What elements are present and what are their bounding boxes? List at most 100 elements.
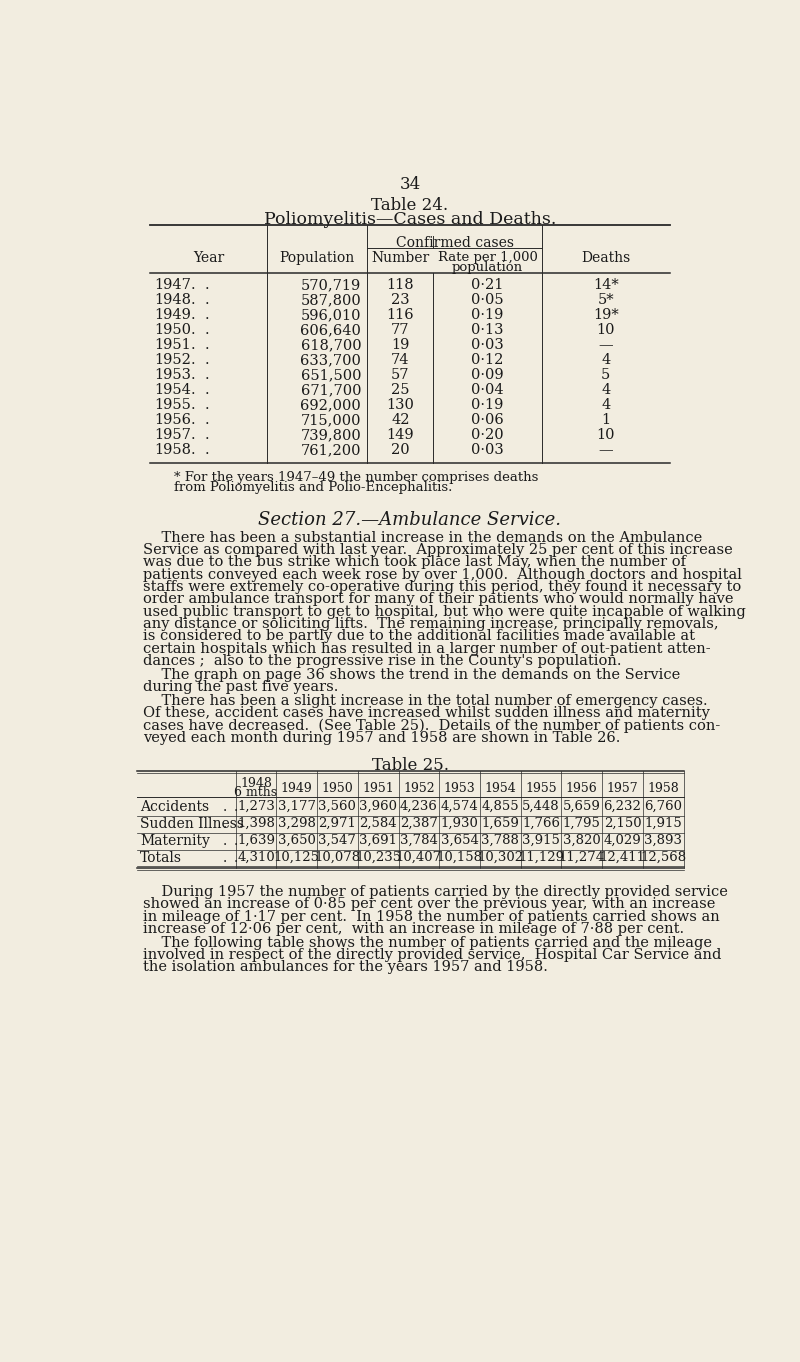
Text: during the past five years.: during the past five years. — [142, 680, 338, 695]
Text: 4: 4 — [601, 353, 610, 368]
Text: 1949: 1949 — [154, 308, 191, 323]
Text: 3,650: 3,650 — [278, 834, 316, 847]
Text: 0·19: 0·19 — [471, 398, 504, 413]
Text: 12,568: 12,568 — [640, 851, 686, 864]
Text: .: . — [222, 851, 226, 865]
Text: 1958: 1958 — [154, 444, 191, 458]
Text: .: . — [190, 398, 195, 413]
Text: 3,654: 3,654 — [441, 834, 478, 847]
Text: 1950: 1950 — [154, 323, 191, 338]
Text: 739,800: 739,800 — [301, 428, 361, 443]
Text: 5*: 5* — [598, 293, 614, 308]
Text: .: . — [190, 368, 195, 383]
Text: 0·03: 0·03 — [471, 338, 504, 353]
Text: 618,700: 618,700 — [301, 338, 361, 353]
Text: 1,639: 1,639 — [237, 834, 275, 847]
Text: increase of 12·06 per cent,  with an increase in mileage of 7·88 per cent.: increase of 12·06 per cent, with an incr… — [142, 922, 684, 936]
Text: was due to the bus strike which took place last May, when the number of: was due to the bus strike which took pla… — [142, 556, 686, 569]
Text: certain hospitals which has resulted in a larger number of out-patient atten-: certain hospitals which has resulted in … — [142, 642, 710, 655]
Text: .: . — [205, 368, 210, 383]
Text: 3,893: 3,893 — [644, 834, 682, 847]
Text: 1954: 1954 — [154, 383, 191, 398]
Text: Section 27.—Ambulance Service.: Section 27.—Ambulance Service. — [258, 511, 562, 528]
Text: —: — — [598, 444, 613, 458]
Text: Rate per 1,000: Rate per 1,000 — [438, 251, 538, 264]
Text: any distance or soliciting lifts.  The remaining increase, principally removals,: any distance or soliciting lifts. The re… — [142, 617, 718, 631]
Text: 1947: 1947 — [154, 278, 191, 293]
Text: 1955: 1955 — [526, 782, 557, 795]
Text: 2,971: 2,971 — [318, 817, 356, 831]
Text: used public transport to get to hospital, but who were quite incapable of walkin: used public transport to get to hospital… — [142, 605, 746, 618]
Text: .: . — [190, 413, 195, 428]
Text: in mileage of 1·17 per cent.  In 1958 the number of patients carried shows an: in mileage of 1·17 per cent. In 1958 the… — [142, 910, 719, 923]
Text: 0·03: 0·03 — [471, 444, 504, 458]
Text: 1958: 1958 — [647, 782, 679, 795]
Text: 2,584: 2,584 — [359, 817, 397, 831]
Text: 14*: 14* — [593, 278, 618, 293]
Text: 1953: 1953 — [444, 782, 475, 795]
Text: 671,700: 671,700 — [301, 383, 361, 398]
Text: 5,448: 5,448 — [522, 801, 560, 813]
Text: 0·19: 0·19 — [471, 308, 504, 323]
Text: 0·09: 0·09 — [471, 368, 504, 383]
Text: 1953: 1953 — [154, 368, 191, 383]
Text: 1957: 1957 — [606, 782, 638, 795]
Text: .: . — [222, 834, 226, 849]
Text: 34: 34 — [399, 176, 421, 193]
Text: 6,232: 6,232 — [603, 801, 642, 813]
Text: 3,691: 3,691 — [359, 834, 397, 847]
Text: Service as compared with last year.  Approximately 25 per cent of this increase: Service as compared with last year. Appr… — [142, 543, 732, 557]
Text: Table 25.: Table 25. — [371, 757, 449, 774]
Text: 19*: 19* — [593, 308, 618, 323]
Text: 1951: 1951 — [154, 338, 191, 353]
Text: .: . — [205, 413, 210, 428]
Text: 3,560: 3,560 — [318, 801, 356, 813]
Text: 3,547: 3,547 — [318, 834, 356, 847]
Text: .: . — [190, 444, 195, 458]
Text: Number: Number — [371, 251, 430, 266]
Text: 23: 23 — [391, 293, 410, 308]
Text: .: . — [190, 308, 195, 323]
Text: 0·05: 0·05 — [471, 293, 504, 308]
Text: .: . — [234, 851, 238, 865]
Text: 1955: 1955 — [154, 398, 191, 413]
Text: Totals: Totals — [140, 851, 182, 865]
Text: 633,700: 633,700 — [300, 353, 361, 368]
Text: .: . — [205, 398, 210, 413]
Text: .: . — [222, 817, 226, 831]
Text: Population: Population — [279, 251, 354, 266]
Text: 1,795: 1,795 — [563, 817, 601, 831]
Text: 4,029: 4,029 — [604, 834, 642, 847]
Text: 2,150: 2,150 — [604, 817, 642, 831]
Text: The following table shows the number of patients carried and the mileage: The following table shows the number of … — [142, 936, 712, 949]
Text: 4: 4 — [601, 398, 610, 413]
Text: .: . — [205, 383, 210, 398]
Text: 20: 20 — [391, 444, 410, 458]
Text: Confirmed cases: Confirmed cases — [395, 236, 514, 249]
Text: 1950: 1950 — [322, 782, 354, 795]
Text: 149: 149 — [386, 428, 414, 443]
Text: 0·04: 0·04 — [471, 383, 504, 398]
Text: 1,930: 1,930 — [441, 817, 478, 831]
Text: 692,000: 692,000 — [301, 398, 361, 413]
Text: 4: 4 — [601, 383, 610, 398]
Text: 116: 116 — [386, 308, 414, 323]
Text: .: . — [190, 428, 195, 443]
Text: 19: 19 — [391, 338, 410, 353]
Text: 6,760: 6,760 — [644, 801, 682, 813]
Text: During 1957 the number of patients carried by the directly provided service: During 1957 the number of patients carri… — [142, 885, 727, 899]
Text: 4,310: 4,310 — [237, 851, 275, 864]
Text: staffs were extremely co-operative during this period, they found it necessary t: staffs were extremely co-operative durin… — [142, 580, 741, 594]
Text: 3,177: 3,177 — [278, 801, 316, 813]
Text: 12,411: 12,411 — [599, 851, 646, 864]
Text: is considered to be partly due to the additional facilities made available at: is considered to be partly due to the ad… — [142, 629, 694, 643]
Text: 3,915: 3,915 — [522, 834, 560, 847]
Text: .: . — [205, 353, 210, 368]
Text: .: . — [205, 293, 210, 308]
Text: * For the years 1947–49 the number comprises deaths: * For the years 1947–49 the number compr… — [174, 471, 538, 484]
Text: The graph on page 36 shows the trend in the demands on the Service: The graph on page 36 shows the trend in … — [142, 667, 680, 682]
Text: 0·13: 0·13 — [471, 323, 504, 338]
Text: 5,659: 5,659 — [563, 801, 601, 813]
Text: 5: 5 — [601, 368, 610, 383]
Text: 1: 1 — [601, 413, 610, 428]
